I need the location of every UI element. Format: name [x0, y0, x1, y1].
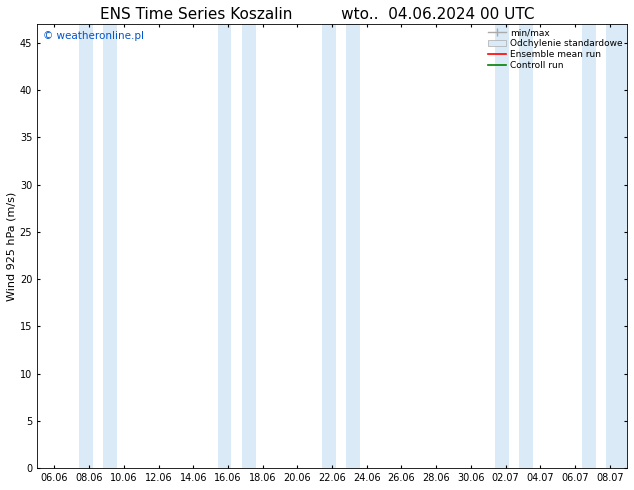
Bar	[321, 24, 335, 468]
Bar	[217, 24, 231, 468]
Bar	[346, 24, 360, 468]
Legend: min/max, Odchylenie standardowe, Ensemble mean run, Controll run: min/max, Odchylenie standardowe, Ensembl…	[488, 28, 623, 70]
Bar	[519, 24, 533, 468]
Bar	[242, 24, 256, 468]
Text: ENS Time Series Koszalin          wto..  04.06.2024 00 UTC: ENS Time Series Koszalin wto.. 04.06.202…	[100, 7, 534, 23]
Bar	[582, 24, 596, 468]
Bar	[495, 24, 509, 468]
Text: © weatheronline.pl: © weatheronline.pl	[43, 31, 144, 41]
Y-axis label: Wind 925 hPa (m/s): Wind 925 hPa (m/s)	[7, 192, 17, 301]
Bar	[103, 24, 117, 468]
Bar	[606, 24, 627, 468]
Bar	[79, 24, 93, 468]
